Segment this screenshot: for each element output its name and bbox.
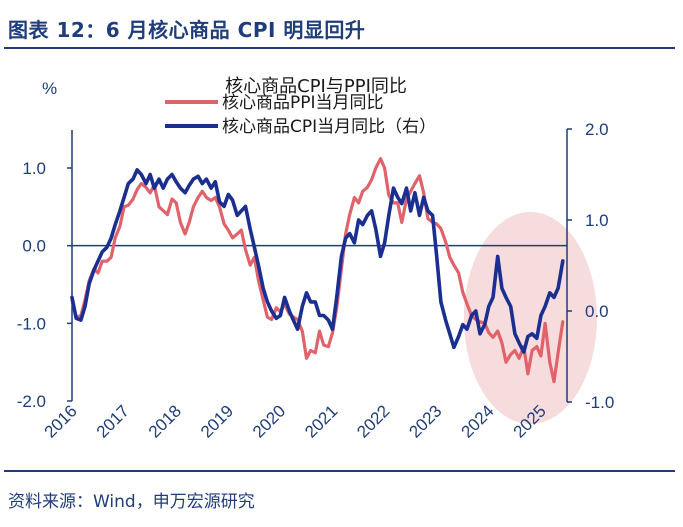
x-tick-label: 2019 [197, 401, 237, 441]
right-tick-label: 1.0 [585, 211, 609, 230]
left-axis-unit: % [42, 79, 57, 98]
left-tick-label: -2.0 [17, 392, 46, 411]
right-tick-label: -1.0 [585, 393, 614, 412]
x-tick-label: 2017 [93, 401, 133, 441]
footer-rule [4, 470, 675, 472]
figure-title: 图表 12：6 月核心商品 CPI 明显回升 [8, 18, 366, 42]
x-tick-label: 2024 [457, 401, 497, 441]
x-tick-label: 2023 [405, 401, 445, 441]
legend-label-ppi: 核心商品PPI当月同比 [222, 93, 384, 113]
legend-label-cpi: 核心商品CPI当月同比（右） [222, 117, 436, 137]
x-tick-label: 2018 [145, 401, 185, 441]
x-tick-label: 2022 [353, 401, 393, 441]
right-tick-label: 0.0 [585, 302, 609, 321]
left-tick-label: 1.0 [22, 159, 46, 178]
chart-title: 核心商品CPI与PPI同比 [225, 76, 407, 97]
x-tick-label: 2020 [249, 401, 289, 441]
right-tick-label: 2.0 [585, 120, 609, 139]
title-rule [4, 47, 675, 49]
x-tick-label: 2016 [41, 401, 81, 441]
source-note: 资料来源：Wind，申万宏源研究 [8, 492, 255, 512]
left-tick-label: -1.0 [17, 314, 46, 333]
left-tick-label: 0.0 [22, 237, 46, 256]
highlight-ellipse [463, 212, 597, 424]
cpi-series-line [70, 168, 565, 354]
x-tick-label: 2021 [301, 401, 341, 441]
